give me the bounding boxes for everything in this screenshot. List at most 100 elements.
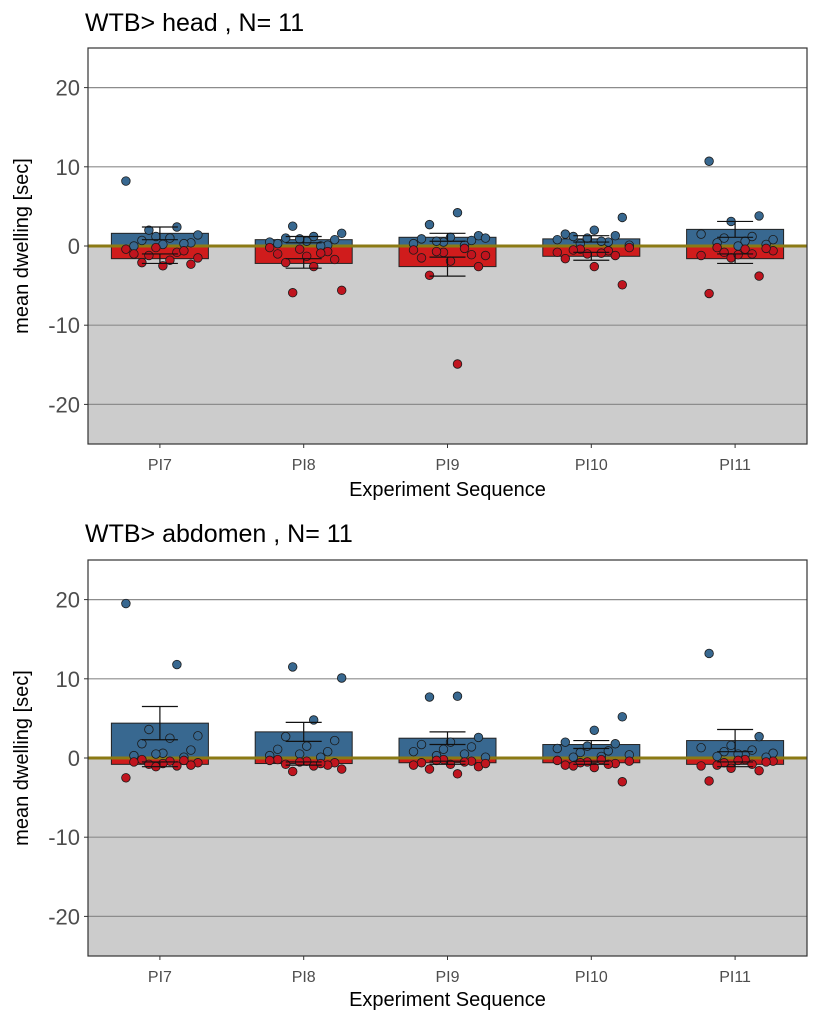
point-negative-PI10 — [552, 755, 563, 766]
point-negative-PI9 — [452, 359, 463, 369]
point-positive-PI11 — [726, 740, 736, 751]
point-negative-PI10 — [552, 247, 563, 258]
point-negative-PI8 — [288, 288, 298, 298]
point-positive-PI8 — [281, 731, 291, 742]
point-negative-PI10 — [589, 261, 600, 272]
point-negative-PI7 — [137, 257, 147, 268]
point-positive-PI11 — [704, 648, 714, 659]
x-axis-label: Experiment Sequence — [349, 989, 546, 1011]
point-negative-PI8 — [265, 755, 275, 766]
point-positive-PI10 — [582, 233, 593, 243]
point-negative-PI11 — [726, 763, 736, 773]
point-negative-PI9 — [473, 261, 484, 272]
point-positive-PI8 — [295, 749, 305, 759]
error-bar-positive-PI10 — [573, 235, 610, 243]
panel-1: 20 10 0 -10 -20 PI7 PI8 PI9 PI10 PI11 WTB> head , … — [11, 9, 808, 501]
y-tick-label: 10 — [56, 667, 80, 692]
y-tick-label: 0 — [68, 746, 80, 771]
point-positive-PI11 — [754, 211, 764, 221]
y-tick-label: 10 — [56, 155, 80, 180]
point-positive-PI11 — [696, 743, 706, 753]
point-positive-PI11 — [712, 751, 722, 762]
point-positive-PI9 — [459, 749, 470, 759]
point-negative-PI11 — [712, 242, 722, 253]
point-positive-PI10 — [589, 725, 600, 735]
point-positive-PI10 — [610, 231, 621, 241]
x-tick-label-PI8: PI8 — [292, 457, 316, 474]
point-negative-PI11 — [704, 288, 714, 299]
point-negative-PI9 — [480, 758, 491, 769]
x-tick-label-PI9: PI9 — [435, 969, 459, 986]
point-negative-PI7 — [186, 760, 196, 770]
point-positive-PI9 — [424, 219, 435, 230]
point-positive-PI7 — [193, 230, 203, 240]
point-negative-PI10 — [568, 245, 579, 255]
point-positive-PI7 — [137, 739, 147, 749]
point-negative-PI7 — [179, 755, 189, 766]
point-negative-PI11 — [754, 271, 764, 281]
point-positive-PI8 — [309, 715, 319, 725]
point-positive-PI8 — [288, 662, 298, 672]
point-positive-PI10 — [603, 746, 614, 756]
point-positive-PI7 — [144, 225, 154, 235]
point-negative-PI7 — [129, 249, 139, 259]
point-negative-PI7 — [137, 754, 147, 765]
point-negative-PI11 — [754, 765, 764, 776]
point-negative-PI8 — [309, 261, 319, 272]
error-bar-positive-PI7 — [141, 705, 178, 741]
point-positive-PI7 — [193, 731, 203, 741]
point-negative-PI11 — [761, 757, 771, 767]
y-tick-label: -10 — [48, 313, 80, 338]
point-positive-PI8 — [281, 233, 291, 243]
point-positive-PI9 — [466, 742, 477, 752]
point-positive-PI10 — [552, 743, 563, 754]
point-positive-PI10 — [560, 229, 571, 239]
y-tick-label: 0 — [68, 234, 80, 259]
point-negative-PI8 — [316, 248, 326, 258]
point-positive-PI7 — [165, 233, 175, 243]
y-axis-label: mean dwelling [sec] — [11, 158, 33, 334]
point-negative-PI10 — [589, 762, 600, 773]
point-positive-PI10 — [568, 231, 579, 242]
point-negative-PI9 — [431, 755, 442, 766]
point-negative-PI9 — [480, 250, 491, 261]
error-bar-positive-PI9 — [429, 731, 466, 746]
point-negative-PI9 — [416, 253, 427, 263]
point-positive-PI11 — [696, 229, 706, 239]
y-tick-label: 20 — [56, 588, 80, 613]
point-negative-PI7 — [179, 246, 189, 256]
x-tick-label-PI11: PI11 — [719, 969, 751, 986]
point-negative-PI7 — [121, 773, 131, 783]
point-negative-PI8 — [337, 285, 347, 296]
error-bar-negative-PI11 — [717, 253, 754, 265]
x-tick-label-PI9: PI9 — [435, 457, 459, 474]
x-tick-label-PI10: PI10 — [575, 969, 608, 986]
point-positive-PI10 — [617, 712, 628, 722]
point-negative-PI11 — [761, 243, 771, 254]
x-tick-label-PI8: PI8 — [292, 969, 316, 986]
point-positive-PI8 — [330, 234, 340, 245]
error-bar-negative-PI9 — [429, 256, 466, 277]
panel-background-negative — [88, 758, 807, 956]
point-positive-PI11 — [719, 233, 729, 243]
chart-title: WTB> head , N= 11 — [85, 9, 304, 37]
point-negative-PI7 — [121, 244, 131, 254]
error-bar-negative-PI8 — [285, 258, 322, 269]
point-positive-PI7 — [129, 241, 139, 251]
error-bar-negative-PI10 — [573, 760, 610, 765]
point-negative-PI7 — [193, 253, 203, 263]
point-positive-PI11 — [704, 156, 714, 166]
point-negative-PI9 — [452, 769, 463, 779]
point-negative-PI9 — [459, 243, 470, 254]
x-tick-label-PI11: PI11 — [719, 457, 751, 474]
point-positive-PI7 — [144, 724, 154, 735]
x-tick-label-PI7: PI7 — [148, 969, 172, 986]
point-positive-PI9 — [473, 732, 484, 743]
point-negative-PI9 — [459, 757, 470, 767]
y-tick-label: -10 — [48, 825, 80, 850]
point-positive-PI7 — [151, 749, 161, 759]
error-bar-positive-PI11 — [717, 728, 754, 753]
point-negative-PI8 — [281, 759, 291, 770]
point-negative-PI9 — [431, 246, 442, 257]
point-positive-PI9 — [452, 691, 463, 701]
